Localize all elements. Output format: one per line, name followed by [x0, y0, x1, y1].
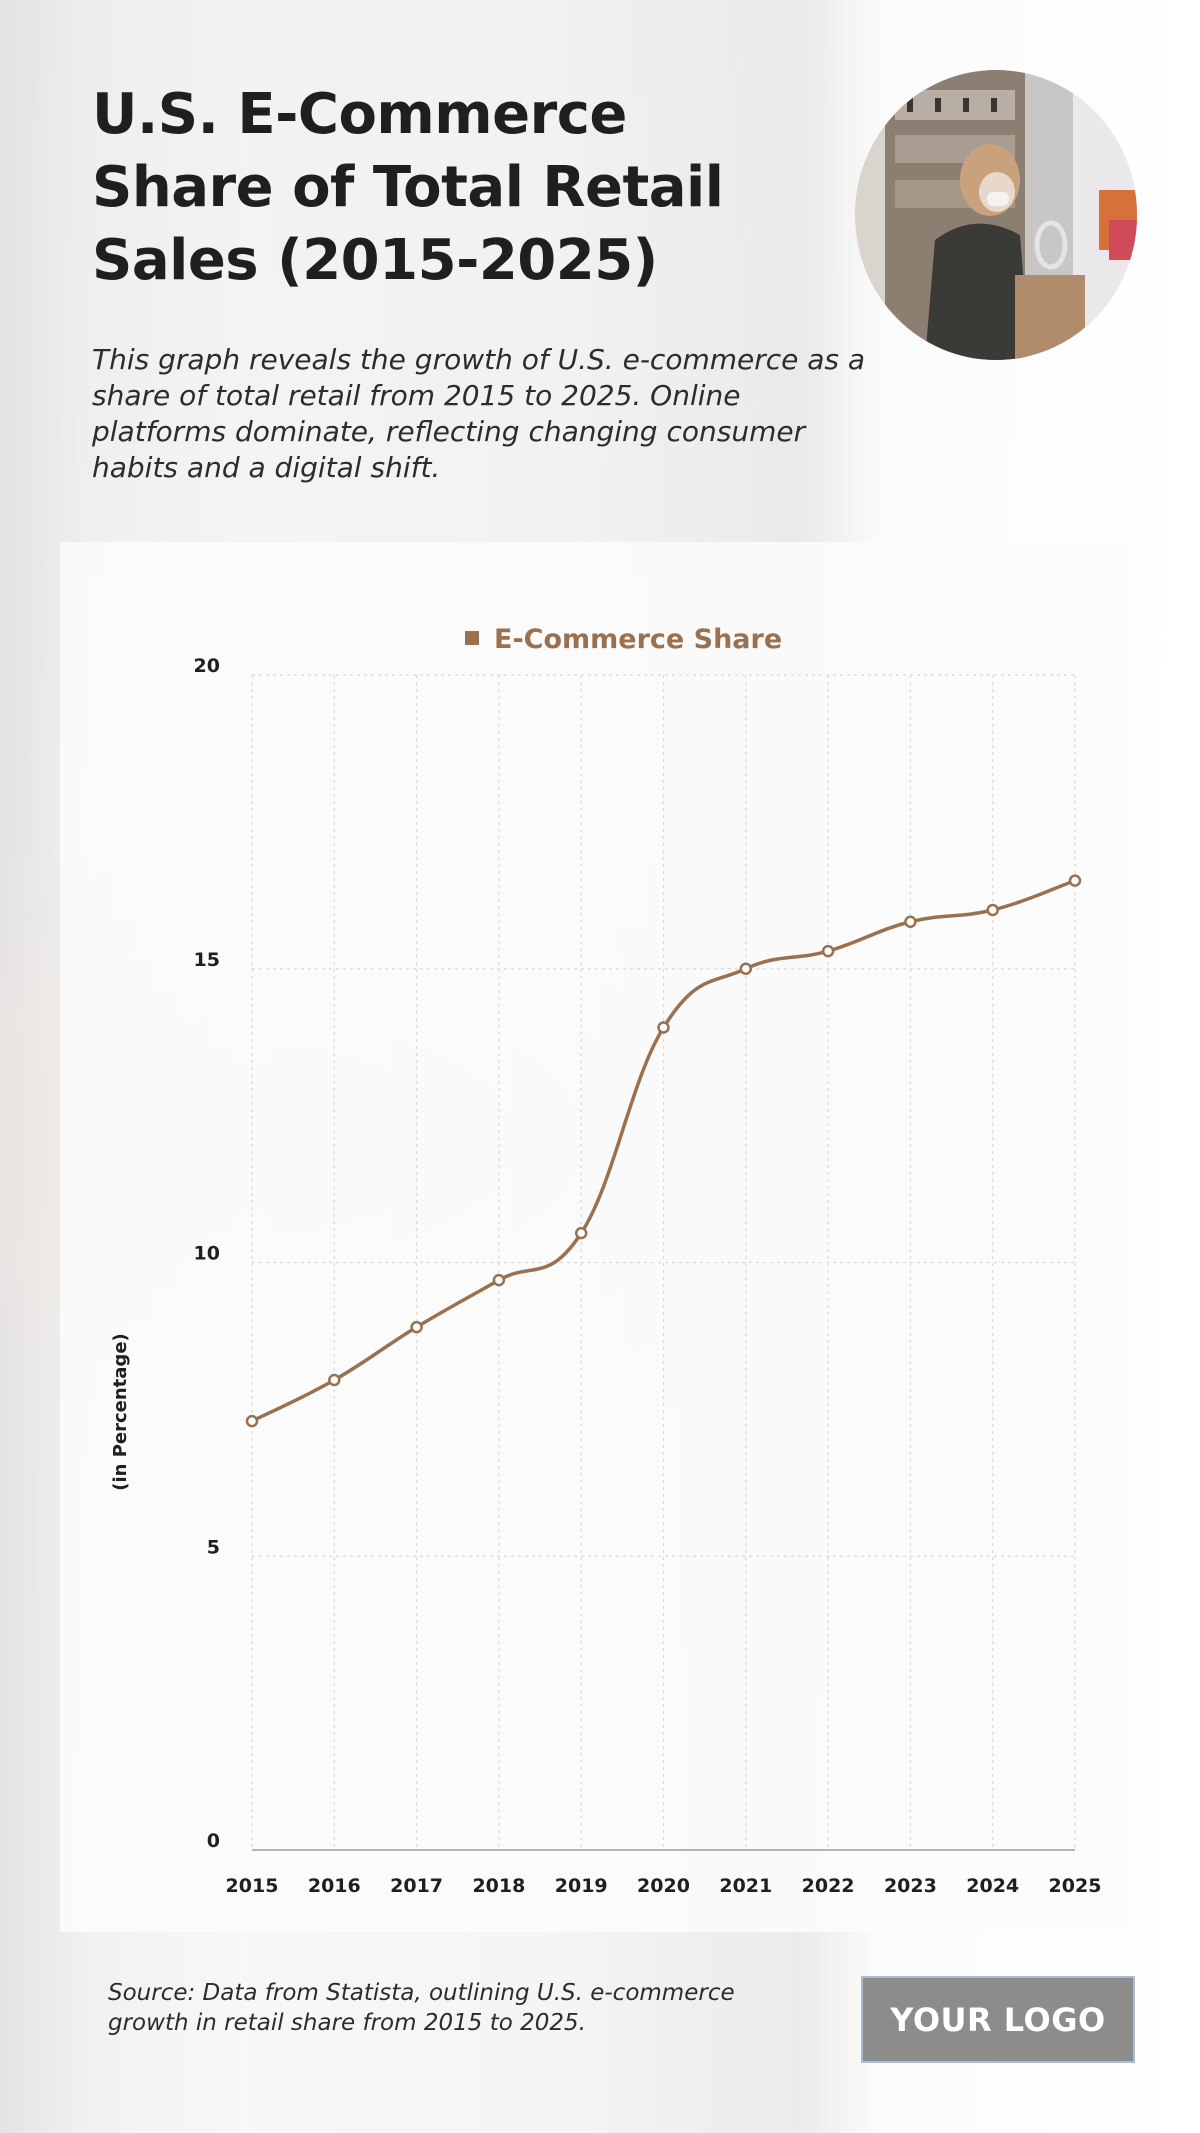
logo-placeholder: YOUR LOGO	[861, 1976, 1135, 2063]
page-subtitle: This graph reveals the growth of U.S. e-…	[92, 343, 866, 484]
data-points	[245, 874, 1082, 1428]
x-tick-label: 2023	[884, 1875, 937, 1897]
data-point-2015	[245, 1414, 259, 1428]
data-point-2020	[657, 1021, 670, 1034]
x-tick-label: 2020	[637, 1875, 690, 1897]
x-tick-label: 2016	[308, 1875, 361, 1897]
x-tick-label: 2017	[390, 1875, 443, 1897]
grid-lines	[251, 674, 1076, 1850]
x-tick-label: 2018	[472, 1875, 525, 1897]
source-note: Source: Data from Statista, outlining U.…	[108, 1980, 735, 2036]
legend: E-Commerce Share	[465, 624, 782, 655]
x-tick-labels: 2015 2016 2017 2018 2019 2020 2021 2022 2023 2024…	[226, 1875, 1102, 1897]
data-point-2025	[1068, 874, 1082, 887]
x-tick-label: 2015	[226, 1875, 279, 1897]
y-tick-label: 10	[194, 1243, 220, 1265]
y-tick-label: 20	[194, 655, 220, 677]
series-line-e-commerce-share	[251, 878, 1076, 1423]
legend-swatch	[465, 631, 479, 645]
line-chart: E-Commerce Share (in Percentage) 0 5 10 15 2…	[110, 624, 1102, 1897]
data-point-2024	[986, 903, 999, 917]
x-tick-label: 2022	[802, 1875, 855, 1897]
x-tick-label: 2025	[1049, 1875, 1102, 1897]
shopper-photo	[855, 70, 1137, 360]
chart-card: E-Commerce Share (in Percentage) 0 5 10 15 2…	[60, 542, 1135, 1932]
data-point-2021	[739, 962, 753, 975]
x-tick-label: 2019	[555, 1875, 608, 1897]
y-tick-label: 5	[207, 1536, 220, 1558]
x-tick-label: 2021	[719, 1875, 772, 1897]
x-tick-label: 2024	[966, 1875, 1019, 1897]
page-title: U.S. E-Commerce Share of Total Retail Sa…	[92, 82, 724, 293]
data-point-2019	[574, 1226, 588, 1240]
data-point-2017	[410, 1320, 423, 1334]
y-tick-labels: 0 5 10 15 20	[194, 655, 220, 1852]
data-point-2022	[821, 944, 835, 958]
data-point-2023	[904, 915, 917, 928]
y-tick-label: 0	[207, 1830, 220, 1852]
y-tick-label: 15	[194, 949, 220, 971]
y-axis-label: (in Percentage)	[110, 1333, 131, 1491]
data-point-2016	[328, 1373, 341, 1387]
legend-label: E-Commerce Share	[494, 624, 782, 655]
data-point-2018	[492, 1273, 506, 1287]
